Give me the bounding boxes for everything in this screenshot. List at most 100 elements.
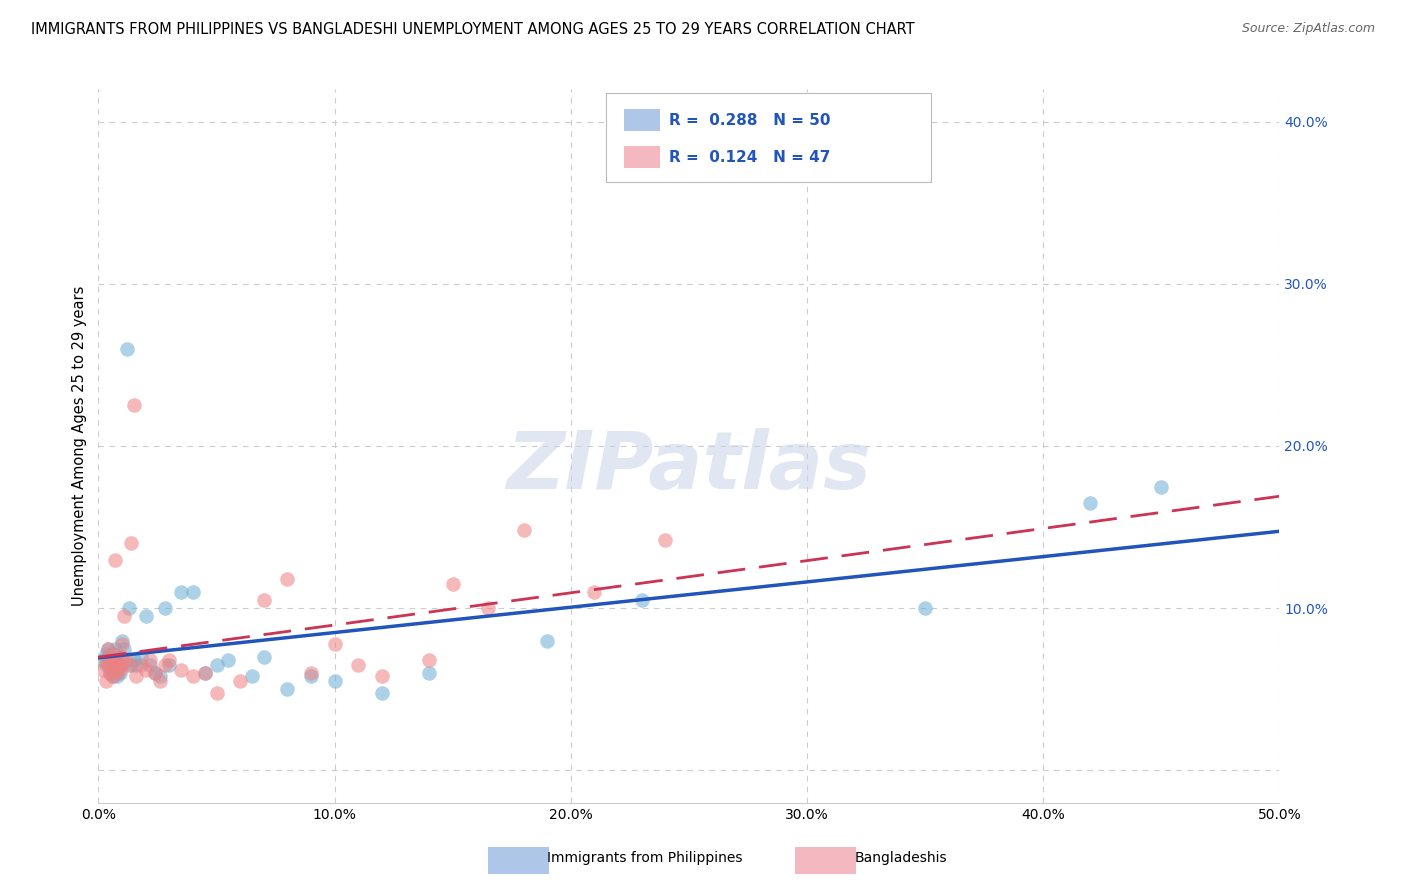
Point — [104, 657, 127, 672]
Point — [111, 657, 134, 672]
FancyBboxPatch shape — [488, 847, 548, 874]
Point — [240, 669, 263, 683]
Point — [105, 669, 128, 683]
Point — [108, 663, 131, 677]
Point — [536, 633, 558, 648]
Point — [101, 669, 124, 683]
Point — [194, 666, 217, 681]
Point — [101, 669, 124, 683]
Text: ZIPatlas: ZIPatlas — [506, 428, 872, 507]
Point — [153, 601, 176, 615]
Point — [101, 647, 124, 661]
Point — [98, 661, 121, 675]
Text: Bangladeshis: Bangladeshis — [855, 851, 946, 865]
Point — [323, 637, 346, 651]
Y-axis label: Unemployment Among Ages 25 to 29 years: Unemployment Among Ages 25 to 29 years — [72, 285, 87, 607]
Point — [98, 666, 121, 681]
Point — [122, 399, 145, 413]
Point — [115, 653, 138, 667]
Point — [194, 666, 217, 681]
Point — [371, 685, 394, 699]
Point — [1150, 479, 1173, 493]
Point — [97, 649, 120, 664]
Point — [276, 572, 298, 586]
Point — [91, 663, 114, 677]
Point — [129, 649, 152, 664]
Point — [347, 657, 370, 672]
Point — [112, 641, 135, 656]
FancyBboxPatch shape — [624, 146, 661, 169]
Point — [181, 669, 204, 683]
Point — [94, 657, 117, 672]
Point — [170, 663, 193, 677]
Text: R =  0.288   N = 50: R = 0.288 N = 50 — [669, 112, 831, 128]
Point — [104, 653, 127, 667]
Point — [477, 601, 499, 615]
Point — [323, 674, 346, 689]
Point — [104, 552, 127, 566]
Point — [441, 577, 464, 591]
Point — [97, 657, 120, 672]
Point — [217, 653, 239, 667]
Point — [125, 657, 148, 672]
Point — [108, 657, 131, 672]
Point — [139, 657, 162, 672]
Point — [157, 657, 180, 672]
Point — [299, 666, 322, 681]
Point — [654, 533, 676, 547]
Text: IMMIGRANTS FROM PHILIPPINES VS BANGLADESHI UNEMPLOYMENT AMONG AGES 25 TO 29 YEAR: IMMIGRANTS FROM PHILIPPINES VS BANGLADES… — [31, 22, 914, 37]
Point — [299, 669, 322, 683]
Point — [121, 536, 143, 550]
Point — [108, 666, 131, 681]
Point — [97, 641, 120, 656]
Point — [111, 649, 134, 664]
Point — [112, 609, 135, 624]
Point — [122, 653, 145, 667]
Point — [111, 637, 134, 651]
Point — [630, 593, 652, 607]
Point — [914, 601, 936, 615]
Point — [121, 657, 143, 672]
Point — [135, 609, 157, 624]
Point — [143, 666, 166, 681]
FancyBboxPatch shape — [796, 847, 856, 874]
Point — [205, 685, 228, 699]
Point — [512, 524, 534, 538]
Point — [105, 653, 128, 667]
Text: Immigrants from Philippines: Immigrants from Philippines — [547, 851, 742, 865]
Point — [253, 593, 276, 607]
Point — [101, 647, 124, 661]
Point — [118, 601, 141, 615]
Point — [118, 657, 141, 672]
Point — [153, 657, 176, 672]
Text: R =  0.124   N = 47: R = 0.124 N = 47 — [669, 150, 830, 165]
Point — [125, 669, 148, 683]
Point — [98, 653, 121, 667]
Point — [94, 647, 117, 661]
Point — [98, 666, 121, 681]
Point — [276, 682, 298, 697]
Point — [229, 674, 252, 689]
Point — [105, 666, 128, 681]
Point — [253, 649, 276, 664]
FancyBboxPatch shape — [606, 93, 931, 182]
Point — [115, 342, 138, 356]
Point — [139, 653, 162, 667]
Point — [105, 657, 128, 672]
Point — [205, 657, 228, 672]
Point — [149, 669, 172, 683]
Point — [371, 669, 394, 683]
FancyBboxPatch shape — [624, 110, 661, 131]
Point — [104, 641, 127, 656]
Point — [101, 657, 124, 672]
Point — [583, 585, 606, 599]
Text: Source: ZipAtlas.com: Source: ZipAtlas.com — [1241, 22, 1375, 36]
Point — [149, 674, 172, 689]
Point — [181, 585, 204, 599]
Point — [135, 663, 157, 677]
Point — [94, 674, 117, 689]
Point — [91, 653, 114, 667]
Point — [143, 666, 166, 681]
Point — [170, 585, 193, 599]
Point — [98, 653, 121, 667]
